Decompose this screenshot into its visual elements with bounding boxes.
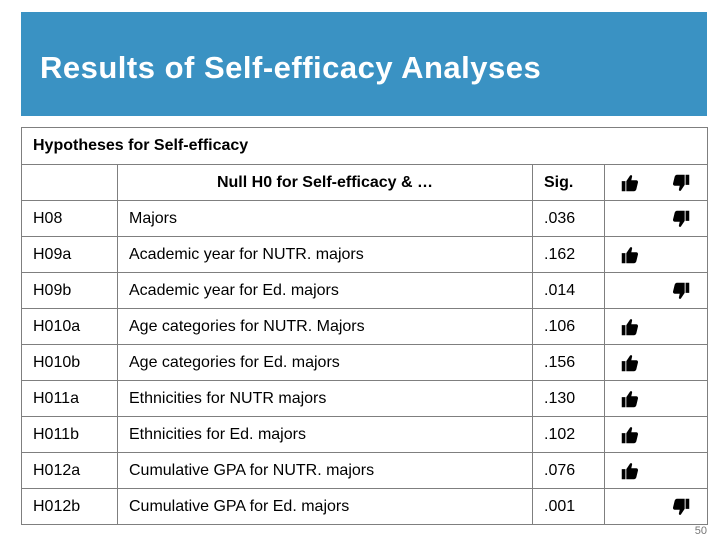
row-null-hypothesis: Age categories for NUTR. Majors [117, 308, 533, 345]
row-sig: .162 [532, 236, 605, 273]
header-null-hypothesis: Null H0 for Self-efficacy & … [117, 164, 533, 201]
table-row: H010a Age categories for NUTR. Majors .106 [21, 308, 708, 345]
row-null-hypothesis: Ethnicities for NUTR majors [117, 380, 533, 417]
thumbs-up-icon [619, 388, 641, 410]
title-bar [21, 12, 707, 116]
row-id: H09a [21, 236, 118, 273]
row-null-hypothesis: Cumulative GPA for Ed. majors [117, 488, 533, 525]
thumbs-up-icon [619, 244, 641, 266]
header-id [21, 164, 118, 201]
row-null-hypothesis: Cumulative GPA for NUTR. majors [117, 452, 533, 489]
row-id: H012a [21, 452, 118, 489]
row-id: H011b [21, 416, 118, 453]
thumbs-down-icon [670, 496, 692, 518]
row-id: H09b [21, 272, 118, 309]
row-down-cell [655, 380, 708, 417]
row-up-cell [604, 200, 656, 237]
row-sig: .076 [532, 452, 605, 489]
table-row: H011a Ethnicities for NUTR majors .130 [21, 380, 708, 417]
table-row: H011b Ethnicities for Ed. majors .102 [21, 416, 708, 453]
row-id: H08 [21, 200, 118, 237]
table-header-row: Null H0 for Self-efficacy & … Sig. [21, 164, 708, 201]
slide-title: Results of Self-efficacy Analyses [40, 50, 542, 85]
thumbs-up-icon [619, 424, 641, 446]
row-down-cell [655, 452, 708, 489]
row-down-cell [655, 344, 708, 381]
row-up-cell [604, 380, 656, 417]
row-down-cell [655, 488, 708, 525]
table-row: H012b Cumulative GPA for Ed. majors .001 [21, 488, 708, 525]
row-sig: .106 [532, 308, 605, 345]
header-down-cell [655, 164, 708, 201]
table-row: H010b Age categories for Ed. majors .156 [21, 344, 708, 381]
row-id: H010b [21, 344, 118, 381]
row-id: H010a [21, 308, 118, 345]
row-sig: .001 [532, 488, 605, 525]
header-up-cell [604, 164, 656, 201]
thumbs-up-icon [619, 172, 641, 194]
thumbs-up-icon [619, 352, 641, 374]
row-up-cell [604, 236, 656, 273]
thumbs-down-icon [670, 280, 692, 302]
row-up-cell [604, 308, 656, 345]
table-row: H012a Cumulative GPA for NUTR. majors .076 [21, 452, 708, 489]
header-sig: Sig. [532, 164, 605, 201]
row-id: H011a [21, 380, 118, 417]
row-null-hypothesis: Majors [117, 200, 533, 237]
thumbs-down-icon [670, 172, 692, 194]
row-down-cell [655, 308, 708, 345]
row-up-cell [604, 488, 656, 525]
row-up-cell [604, 344, 656, 381]
thumbs-up-icon [619, 460, 641, 482]
row-down-cell [655, 416, 708, 453]
row-id: H012b [21, 488, 118, 525]
page-number: 50 [694, 525, 707, 537]
row-sig: .130 [532, 380, 605, 417]
row-down-cell [655, 236, 708, 273]
row-up-cell [604, 452, 656, 489]
row-null-hypothesis: Age categories for Ed. majors [117, 344, 533, 381]
row-sig: .036 [532, 200, 605, 237]
row-sig: .014 [532, 272, 605, 309]
row-up-cell [604, 272, 656, 309]
row-null-hypothesis: Academic year for Ed. majors [117, 272, 533, 309]
row-down-cell [655, 200, 708, 237]
table-row: H09a Academic year for NUTR. majors .162 [21, 236, 708, 273]
row-sig: .102 [532, 416, 605, 453]
thumbs-up-icon [619, 316, 641, 338]
row-null-hypothesis: Academic year for NUTR. majors [117, 236, 533, 273]
row-down-cell [655, 272, 708, 309]
table-caption-row: Hypotheses for Self-efficacy [21, 127, 708, 165]
row-null-hypothesis: Ethnicities for Ed. majors [117, 416, 533, 453]
row-up-cell [604, 416, 656, 453]
table-row: H08 Majors .036 [21, 200, 708, 237]
hypotheses-table: Hypotheses for Self-efficacy Null H0 for… [21, 127, 708, 525]
row-sig: .156 [532, 344, 605, 381]
table-caption: Hypotheses for Self-efficacy [21, 127, 708, 165]
thumbs-down-icon [670, 208, 692, 230]
table-row: H09b Academic year for Ed. majors .014 [21, 272, 708, 309]
